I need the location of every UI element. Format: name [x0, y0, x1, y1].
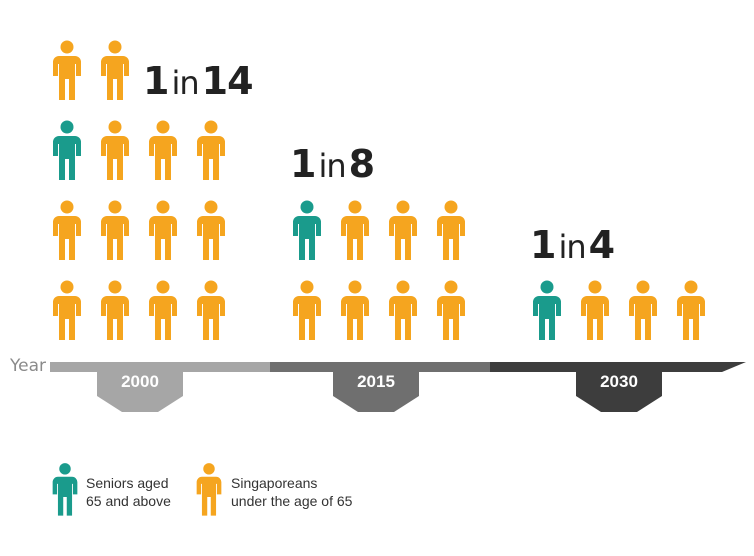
ratio-2000: 1in14 — [143, 59, 254, 103]
under-65-person-icon — [194, 200, 228, 262]
under-65-person-icon — [146, 120, 180, 182]
under-65-person-icon — [50, 40, 84, 102]
under-65-person-icon — [386, 200, 420, 262]
ratio-2030-left: 1 — [530, 223, 556, 267]
timeline-axis — [50, 362, 746, 412]
year-2000: 2000 — [121, 372, 159, 391]
under-65-person-icon — [146, 280, 180, 342]
under-65-person-icon — [146, 200, 180, 262]
ratio-2000-mid: in — [171, 64, 199, 102]
legend-seniors-line1: Seniors aged — [86, 475, 169, 491]
ratio-2000-right: 14 — [201, 59, 254, 103]
legend-senior-person-icon — [50, 462, 80, 518]
legend-others-line1: Singaporeans — [231, 475, 318, 491]
under-65-person-icon — [674, 280, 708, 342]
axis-segment-2000 — [50, 362, 270, 372]
year-tab-2000 — [97, 371, 183, 412]
legend-seniors-line2: 65 and above — [86, 493, 171, 509]
under-65-person-icon — [98, 40, 132, 102]
under-65-person-icon — [98, 200, 132, 262]
ratio-2015: 1in8 — [290, 142, 375, 186]
ratio-2015-mid: in — [318, 147, 346, 185]
axis-segment-2030 — [490, 362, 746, 372]
senior-person-icon — [50, 120, 84, 182]
ratio-2030: 1in4 — [530, 223, 615, 267]
year-tab-2030 — [576, 371, 662, 412]
year-2030: 2030 — [600, 372, 638, 391]
under-65-person-icon — [434, 280, 468, 342]
under-65-person-icon — [290, 280, 324, 342]
under-65-person-icon — [50, 200, 84, 262]
senior-person-icon — [530, 280, 564, 342]
year-axis-label: Year — [10, 356, 46, 376]
under-65-person-icon — [578, 280, 612, 342]
under-65-person-icon — [98, 120, 132, 182]
legend-others-line2: under the age of 65 — [231, 493, 353, 509]
legend-other-person-icon — [194, 462, 224, 518]
ratio-2030-mid: in — [558, 228, 586, 266]
under-65-person-icon — [626, 280, 660, 342]
ratio-2015-right: 8 — [348, 142, 375, 186]
under-65-person-icon — [338, 200, 372, 262]
ratio-2030-right: 4 — [588, 223, 615, 267]
under-65-person-icon — [194, 120, 228, 182]
year-2015: 2015 — [357, 372, 395, 391]
ratio-2000-left: 1 — [143, 59, 169, 103]
axis-segment-2015 — [270, 362, 490, 372]
ratio-2015-left: 1 — [290, 142, 316, 186]
under-65-person-icon — [434, 200, 468, 262]
under-65-person-icon — [50, 280, 84, 342]
senior-person-icon — [290, 200, 324, 262]
legend-others-label: Singaporeans under the age of 65 — [231, 474, 352, 510]
under-65-person-icon — [386, 280, 420, 342]
under-65-person-icon — [98, 280, 132, 342]
year-tab-2015 — [333, 371, 419, 412]
under-65-person-icon — [338, 280, 372, 342]
legend-seniors-label: Seniors aged 65 and above — [86, 474, 171, 510]
under-65-person-icon — [194, 280, 228, 342]
